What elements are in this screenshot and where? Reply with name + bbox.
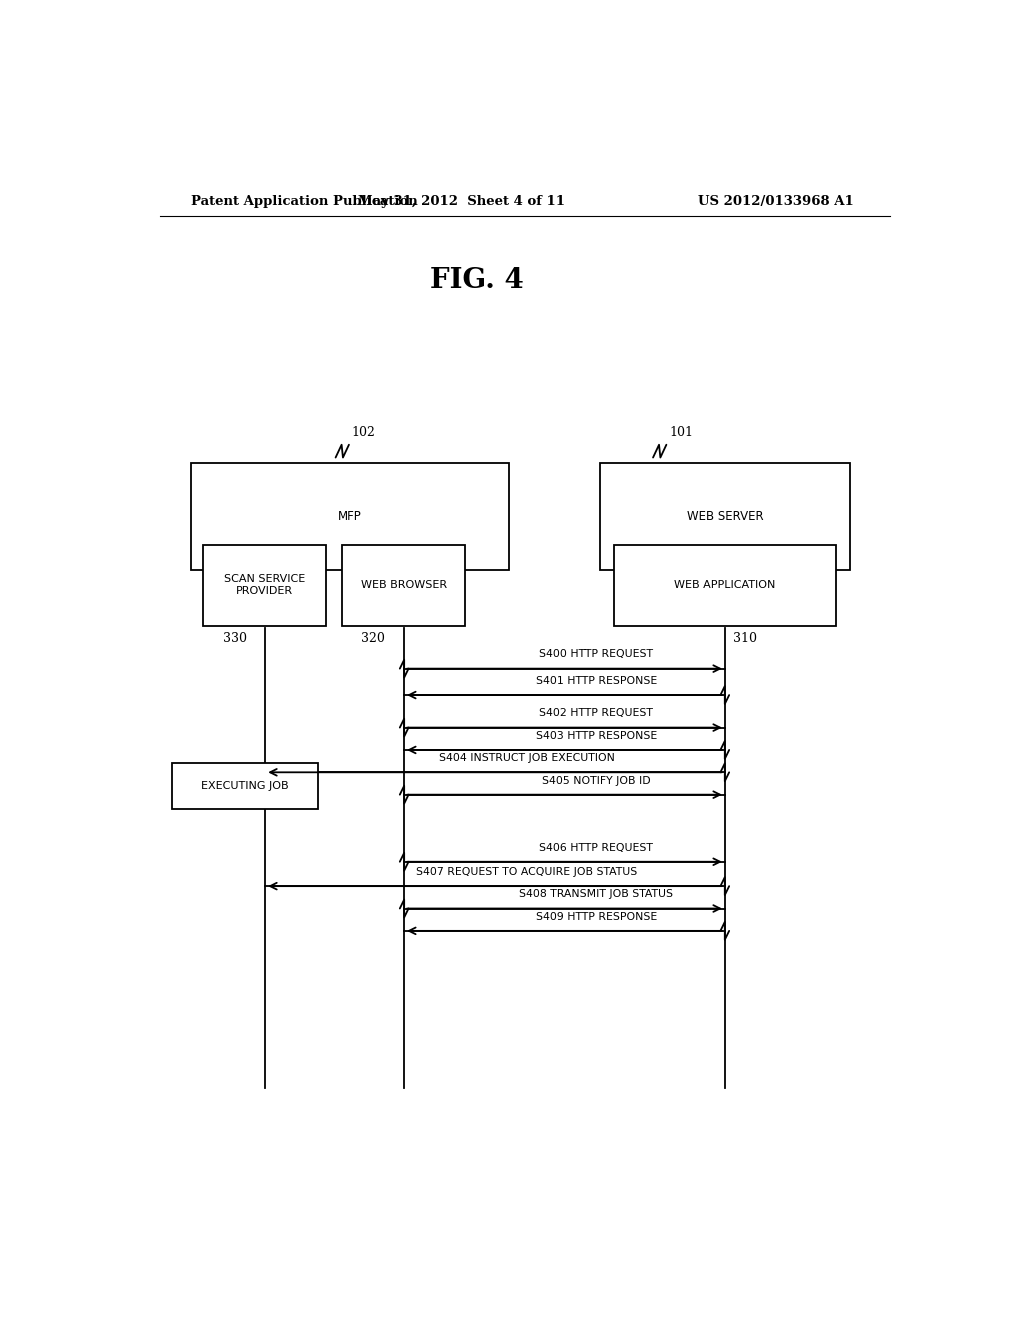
Text: S403 HTTP RESPONSE: S403 HTTP RESPONSE: [536, 731, 656, 741]
Text: 320: 320: [360, 632, 384, 645]
Text: S400 HTTP REQUEST: S400 HTTP REQUEST: [540, 649, 653, 660]
Text: 310: 310: [733, 632, 757, 645]
Text: S405 NOTIFY JOB ID: S405 NOTIFY JOB ID: [542, 776, 650, 785]
Text: US 2012/0133968 A1: US 2012/0133968 A1: [698, 194, 854, 207]
Text: MFP: MFP: [338, 511, 362, 523]
Bar: [204, 545, 327, 626]
Text: S401 HTTP RESPONSE: S401 HTTP RESPONSE: [536, 676, 656, 686]
Text: 101: 101: [670, 426, 693, 440]
Text: WEB APPLICATION: WEB APPLICATION: [674, 581, 775, 590]
Text: S408 TRANSMIT JOB STATUS: S408 TRANSMIT JOB STATUS: [519, 890, 673, 899]
Text: May 31, 2012  Sheet 4 of 11: May 31, 2012 Sheet 4 of 11: [357, 194, 565, 207]
Text: EXECUTING JOB: EXECUTING JOB: [202, 781, 289, 791]
Text: S402 HTTP REQUEST: S402 HTTP REQUEST: [540, 709, 653, 718]
Bar: [613, 545, 836, 626]
Text: WEB SERVER: WEB SERVER: [687, 511, 764, 523]
Text: 330: 330: [223, 632, 247, 645]
Bar: [191, 463, 509, 570]
Text: S404 INSTRUCT JOB EXECUTION: S404 INSTRUCT JOB EXECUTION: [439, 754, 614, 763]
Text: WEB BROWSER: WEB BROWSER: [360, 581, 446, 590]
Text: S406 HTTP REQUEST: S406 HTTP REQUEST: [540, 842, 653, 853]
Text: S407 REQUEST TO ACQUIRE JOB STATUS: S407 REQUEST TO ACQUIRE JOB STATUS: [416, 867, 637, 876]
Text: 102: 102: [352, 426, 376, 440]
Text: FIG. 4: FIG. 4: [430, 267, 524, 294]
Bar: [172, 763, 318, 809]
Bar: [342, 545, 465, 626]
Bar: [600, 463, 850, 570]
Text: S409 HTTP RESPONSE: S409 HTTP RESPONSE: [536, 912, 656, 921]
Text: Patent Application Publication: Patent Application Publication: [191, 194, 418, 207]
Text: SCAN SERVICE
PROVIDER: SCAN SERVICE PROVIDER: [224, 574, 305, 597]
